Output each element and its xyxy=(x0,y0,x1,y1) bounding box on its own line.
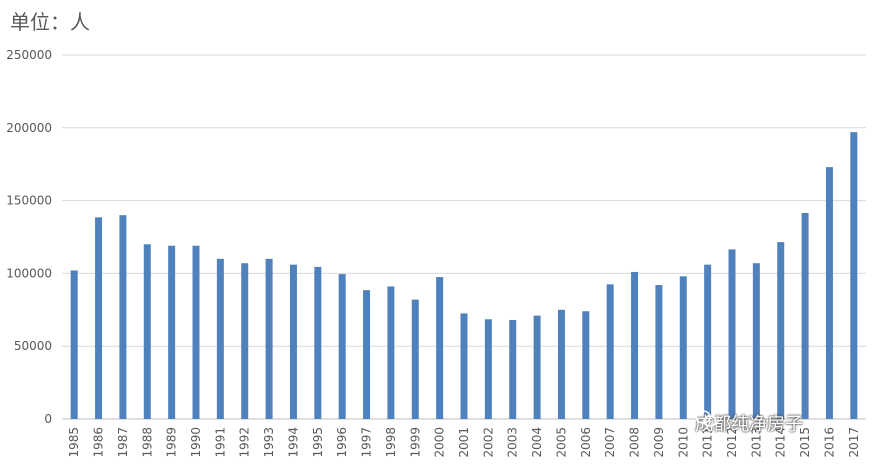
x-tick-label: 1986 xyxy=(92,427,106,458)
bar-1987 xyxy=(119,215,127,419)
x-tick-label: 1997 xyxy=(360,427,374,458)
y-tick-label: 100000 xyxy=(6,266,52,280)
x-tick-label: 2013 xyxy=(749,427,763,458)
x-tick-label: 2006 xyxy=(579,427,593,458)
bar-2017 xyxy=(850,132,858,419)
bar-1985 xyxy=(70,270,78,419)
bar-1988 xyxy=(143,244,151,419)
x-tick-label: 1988 xyxy=(140,427,154,458)
y-tick-label: 250000 xyxy=(6,48,52,62)
x-tick-label: 2015 xyxy=(798,427,812,458)
x-tick-label: 2004 xyxy=(530,427,544,458)
x-tick-label: 2017 xyxy=(847,427,861,458)
bar-1990 xyxy=(192,245,200,419)
bar-1993 xyxy=(265,258,273,419)
x-tick-label: 1989 xyxy=(165,427,179,458)
bar-2010 xyxy=(679,276,687,419)
bar-1995 xyxy=(314,266,322,419)
bar-1997 xyxy=(363,290,371,419)
x-tick-label: 2005 xyxy=(554,427,568,458)
x-tick-label: 1992 xyxy=(238,427,252,458)
x-tick-label: 1991 xyxy=(213,427,227,458)
x-tick-label: 2014 xyxy=(774,427,788,458)
unit-label: 单位：人 xyxy=(10,10,90,34)
x-tick-label: 1985 xyxy=(67,427,81,458)
bar-1991 xyxy=(216,258,224,419)
bar-2012 xyxy=(728,249,736,419)
x-tick-label: 2016 xyxy=(822,427,836,458)
x-tick-label: 2008 xyxy=(628,427,642,458)
x-tick-label: 1998 xyxy=(384,427,398,458)
bar-1986 xyxy=(95,217,103,419)
x-tick-label: 1990 xyxy=(189,427,203,458)
bar-2007 xyxy=(606,284,614,419)
bar-2008 xyxy=(631,271,639,419)
bar-1998 xyxy=(387,286,395,419)
x-tick-label: 2000 xyxy=(433,427,447,458)
bar-2003 xyxy=(509,319,517,419)
y-tick-label: 0 xyxy=(44,412,52,426)
bar-1996 xyxy=(338,274,346,419)
x-tick-label: 2010 xyxy=(676,427,690,458)
x-tick-label: 1999 xyxy=(408,427,422,458)
bar-1999 xyxy=(411,299,419,419)
x-tick-label: 1996 xyxy=(335,427,349,458)
bar-2013 xyxy=(752,263,760,419)
bar-2016 xyxy=(825,167,833,419)
bar-2009 xyxy=(655,285,663,419)
wechat-icon xyxy=(695,410,717,427)
bar-2002 xyxy=(484,319,492,419)
x-tick-label: 2007 xyxy=(603,427,617,458)
bar-2004 xyxy=(533,315,541,419)
x-tick-label: 1994 xyxy=(286,427,300,458)
y-tick-label: 150000 xyxy=(6,194,52,208)
bar-2015 xyxy=(801,212,809,419)
bar-1992 xyxy=(241,263,249,419)
x-tick-label: 2011 xyxy=(701,427,715,458)
bar-2011 xyxy=(704,264,712,419)
x-tick-label: 2002 xyxy=(481,427,495,458)
y-tick-label: 200000 xyxy=(6,121,52,135)
x-tick-label: 1995 xyxy=(311,427,325,458)
watermark: 成都纯净房子 xyxy=(695,410,803,436)
bar-2014 xyxy=(777,242,785,419)
bar-2000 xyxy=(436,277,444,419)
x-tick-label: 2012 xyxy=(725,427,739,458)
x-tick-label: 1993 xyxy=(262,427,276,458)
bar-1994 xyxy=(289,264,297,419)
x-tick-label: 2009 xyxy=(652,427,666,458)
x-tick-label: 2003 xyxy=(506,427,520,458)
bar-2001 xyxy=(460,313,468,419)
x-tick-label: 1987 xyxy=(116,427,130,458)
watermark-text: 成都纯净房子 xyxy=(695,414,803,435)
bar-2006 xyxy=(582,311,590,419)
bar-1989 xyxy=(168,245,176,419)
y-tick-label: 50000 xyxy=(14,339,52,353)
x-tick-label: 2001 xyxy=(457,427,471,458)
bar-2005 xyxy=(557,309,565,419)
